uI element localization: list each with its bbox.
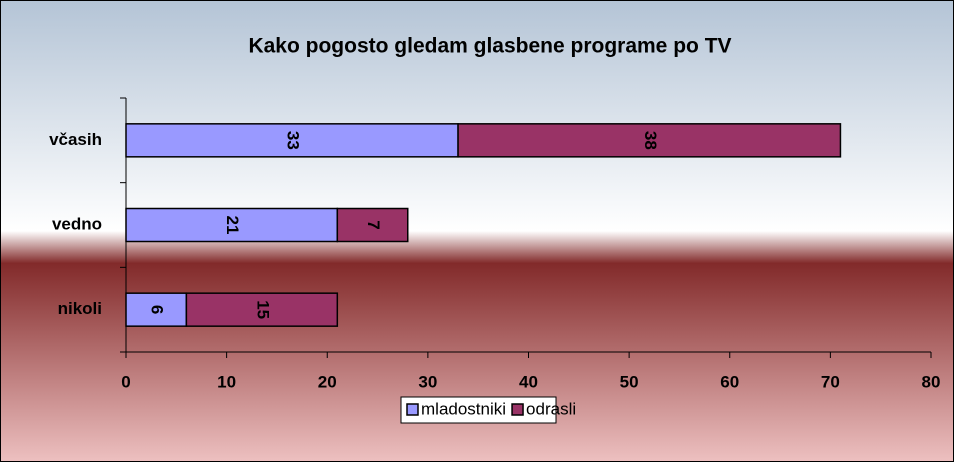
bar bbox=[336, 207, 409, 243]
legend-label: mladostniki bbox=[421, 399, 506, 418]
x-tick-label: 70 bbox=[821, 372, 840, 391]
bar bbox=[125, 123, 459, 158]
x-tick-label: 50 bbox=[620, 372, 639, 391]
legend: mladostniki odrasli bbox=[400, 396, 576, 424]
bar bbox=[125, 207, 339, 243]
chart-title: Kako pogosto gledam glasbene programe po… bbox=[248, 35, 731, 58]
x-tick-label: 0 bbox=[121, 372, 130, 391]
legend-swatch bbox=[406, 403, 419, 416]
data-label: 6 bbox=[148, 305, 167, 314]
bar bbox=[185, 292, 339, 327]
x-tick-label: 10 bbox=[217, 372, 236, 391]
y-tick-label: včasih bbox=[49, 130, 102, 149]
x-tick-label: 30 bbox=[418, 372, 437, 391]
bar bbox=[125, 292, 188, 327]
bar bbox=[457, 123, 842, 158]
legend-swatch bbox=[511, 403, 524, 416]
legend-label: odrasli bbox=[526, 399, 576, 418]
x-tick-label: 20 bbox=[318, 372, 337, 391]
x-tick-label: 40 bbox=[519, 372, 538, 391]
y-tick-label: vedno bbox=[52, 214, 102, 233]
data-label: 33 bbox=[284, 131, 303, 150]
x-tick-label: 80 bbox=[922, 372, 941, 391]
y-tick-label: nikoli bbox=[58, 299, 102, 318]
legend-box bbox=[400, 396, 557, 424]
data-label: 38 bbox=[641, 131, 660, 150]
data-label: 15 bbox=[253, 300, 272, 319]
data-label: 7 bbox=[364, 220, 383, 229]
x-tick-label: 60 bbox=[720, 372, 739, 391]
data-label: 21 bbox=[223, 216, 242, 235]
